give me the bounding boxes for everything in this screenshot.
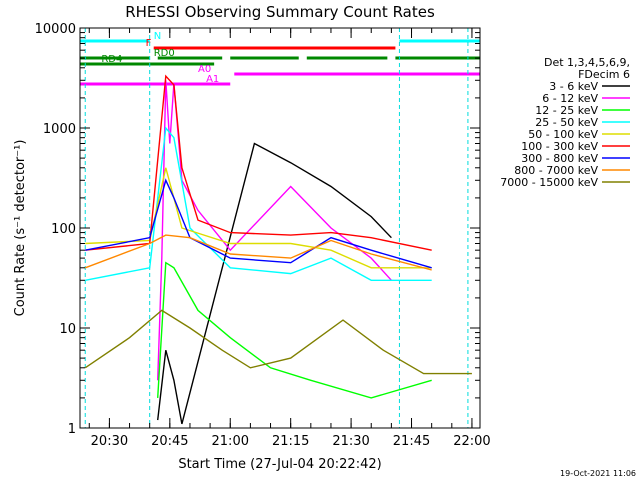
y-tick-label: 10000 [35, 22, 76, 37]
y-axis: 1 10 100 1000 10000 [35, 22, 480, 437]
x-tick-label: 22:00 [453, 434, 490, 449]
flare-flag-label: F [146, 38, 152, 49]
x-axis-label: Start Time (27-Jul-04 20:22:42) [178, 457, 381, 472]
series-lines [84, 74, 472, 425]
legend-entry-label: 800 - 7000 keV [514, 164, 598, 177]
legend-entry-label: 6 - 12 keV [542, 92, 598, 105]
legend-entry-label: 100 - 300 keV [521, 140, 598, 153]
series-line [84, 309, 472, 375]
y-tick-label: 100 [51, 222, 76, 237]
night-flag-label: N [154, 31, 161, 42]
x-tick-label: 21:15 [272, 434, 309, 449]
series-line [157, 261, 432, 399]
y-axis-label: Count Rate (s⁻¹ detector⁻¹) [13, 140, 28, 317]
series-line [85, 178, 432, 269]
a0-flag-label: A0 [198, 64, 211, 75]
y-tick-label: 1000 [43, 122, 76, 137]
legend-entry-label: 25 - 50 keV [535, 116, 598, 129]
x-tick-label: 21:30 [332, 434, 369, 449]
legend-entry-label: 12 - 25 keV [535, 104, 598, 117]
x-tick-label: 20:45 [151, 434, 188, 449]
legend-entry-label: 7000 - 15000 keV [500, 176, 598, 189]
series-line [84, 234, 432, 271]
legend-entry-label: 3 - 6 keV [549, 80, 598, 93]
series-line [85, 74, 432, 251]
series-line [85, 126, 432, 281]
y-tick-label: 10 [59, 322, 76, 337]
series-line [157, 142, 392, 425]
legend-header-line: FDecim 6 [578, 68, 630, 81]
x-axis: 20:30 20:45 21:00 21:15 21:30 21:45 22:00 [88, 28, 491, 449]
x-tick-label: 21:00 [212, 434, 249, 449]
rd4-flag-label: RD4 [101, 54, 122, 65]
legend-entry-label: 50 - 100 keV [528, 128, 598, 141]
footer-date: 19-Oct-2021 11:06 [560, 469, 636, 478]
rd0-flag-label: RD0 [154, 48, 175, 59]
legend-header-line: Det 1,3,4,5,6,9, [544, 56, 630, 69]
a1-flag-label: A1 [206, 74, 219, 85]
chart-title: RHESSI Observing Summary Count Rates [125, 3, 435, 21]
x-tick-label: 20:30 [91, 434, 128, 449]
plot-frame [79, 27, 481, 429]
legend-entry-label: 300 - 800 keV [521, 152, 598, 165]
x-tick-label: 21:45 [393, 434, 430, 449]
night-markers [84, 28, 469, 428]
y-tick-label: 1 [68, 422, 76, 437]
